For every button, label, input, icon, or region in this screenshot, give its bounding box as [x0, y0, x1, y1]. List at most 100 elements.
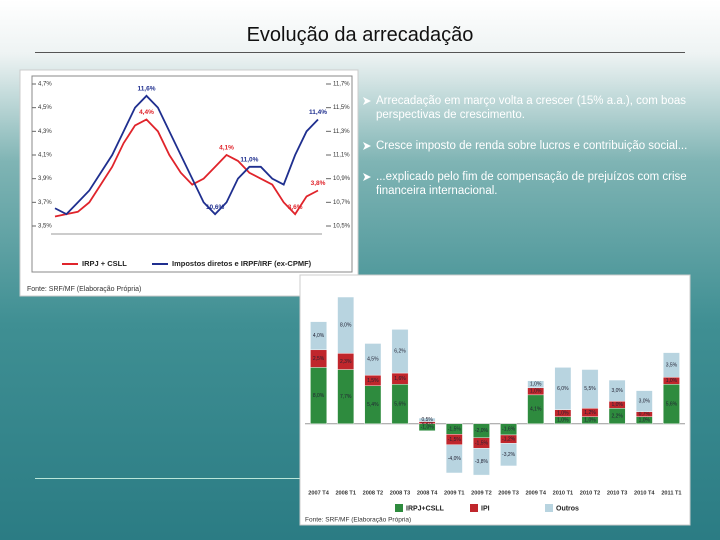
- bar-segment: [554, 367, 572, 410]
- data-label: 2,3%: [340, 359, 352, 365]
- bullet-list: Arrecadação em março volta a crescer (15…: [362, 94, 702, 215]
- data-label: 1,0%: [639, 418, 651, 424]
- data-label: 1,0%: [584, 418, 596, 424]
- x-tick-label: 2008 T3: [390, 490, 411, 496]
- bullet-text: ...explicado pelo fim de compensação de …: [376, 171, 687, 197]
- x-tick-label: 2009 T2: [471, 490, 492, 496]
- legend-label: IPI: [481, 505, 490, 512]
- x-tick-label: 2010 T3: [607, 490, 628, 496]
- y-tick-label: 3,9%: [38, 176, 52, 182]
- x-tick-label: 2007 T4: [308, 490, 329, 496]
- data-label: 3,0%: [639, 399, 651, 405]
- data-label: -4,0%: [448, 456, 462, 462]
- y2-tick-label: 10,9%: [333, 176, 351, 182]
- y-tick-label: 4,1%: [38, 153, 52, 159]
- data-label: 1,0%: [530, 382, 542, 388]
- data-label: -3,2%: [502, 452, 516, 458]
- bullet: Cresce imposto de renda sobre lucros e c…: [362, 139, 702, 153]
- y2-tick-label: 11,3%: [333, 129, 350, 135]
- y-tick-label: 3,5%: [38, 224, 52, 230]
- bar-segment: [581, 369, 599, 409]
- data-label: 3,5%: [666, 362, 678, 368]
- bar-segment: [310, 321, 327, 351]
- bar-segment: [418, 417, 436, 422]
- data-label: 1,5%: [367, 378, 379, 384]
- y2-tick-label: 11,5%: [333, 105, 350, 111]
- bullet-text: Arrecadação em março volta a crescer (15…: [376, 95, 686, 121]
- data-label: 4,0%: [313, 333, 325, 339]
- y-tick-label: 4,5%: [38, 105, 52, 111]
- data-label: -1,5%: [448, 437, 462, 443]
- title-rule: [35, 52, 685, 53]
- x-tick-label: 2009 T4: [525, 490, 546, 496]
- bar-segment: [473, 448, 490, 476]
- y-tick-label: 4,3%: [38, 129, 52, 135]
- bullet: ...explicado pelo fim de compensação de …: [362, 170, 702, 198]
- bar-segment: [635, 390, 653, 412]
- data-label: 2,2%: [611, 413, 623, 419]
- data-label: 0,3%: [421, 420, 433, 426]
- bar-segment: [391, 329, 409, 374]
- data-label: 1,0%: [666, 378, 678, 384]
- legend-swatch: [470, 504, 478, 512]
- bar-segment: [364, 343, 382, 376]
- data-label: -1,0%: [421, 425, 435, 431]
- legend-label: Impostos diretos e IRPF/IRF (ex-CPMF): [172, 259, 312, 268]
- data-label: 0,7%: [639, 412, 651, 418]
- data-label: 1,0%: [530, 389, 542, 395]
- bar-segment: [500, 443, 517, 467]
- data-label: 4,5%: [367, 357, 379, 363]
- bar-segment: [445, 444, 463, 474]
- data-label: 5,4%: [367, 402, 379, 408]
- series-line: [54, 118, 319, 218]
- x-tick-label: 2008 T4: [417, 490, 438, 496]
- data-label: -1,2%: [502, 437, 516, 443]
- data-label: 5,6%: [666, 401, 678, 407]
- x-tick-label: 2011 T1: [661, 490, 681, 496]
- series-line: [54, 94, 319, 216]
- y2-tick-label: 10,7%: [333, 200, 351, 206]
- data-label: 0,5%: [421, 417, 433, 423]
- data-label: 11,0%: [240, 157, 258, 164]
- data-label: 10,6%: [206, 204, 225, 211]
- chart-frame: [299, 274, 691, 526]
- bullet-arrow: [363, 97, 371, 105]
- data-label: -2,0%: [475, 428, 489, 434]
- bullet-arrow: [363, 173, 371, 181]
- y2-tick-label: 11,7%: [333, 82, 350, 88]
- data-label: 11,4%: [309, 109, 327, 116]
- x-tick-label: 2010 T2: [580, 490, 601, 496]
- x-tick-label: 2008 T2: [363, 490, 384, 496]
- y2-tick-label: 11,1%: [333, 153, 350, 159]
- bar-segment: [337, 296, 355, 354]
- y-tick-label: 4,7%: [38, 82, 52, 88]
- data-label: 5,5%: [584, 386, 596, 392]
- y-tick-label: 3,7%: [38, 200, 52, 206]
- bar-segment: [663, 352, 680, 378]
- data-label: 11,6%: [137, 86, 155, 93]
- data-label: -1,5%: [448, 426, 462, 432]
- data-label: 6,0%: [557, 386, 569, 392]
- data-label: 4,4%: [139, 109, 154, 116]
- data-label: -1,6%: [502, 427, 516, 433]
- source: Fonte: SRF/MF (Elaboração Própria): [305, 517, 411, 524]
- data-label: 1,0%: [557, 418, 569, 424]
- legend-label: IRPJ+CSLL: [406, 505, 445, 512]
- data-label: -1,5%: [475, 440, 489, 446]
- data-label: 3,8%: [311, 180, 326, 187]
- x-tick-label: 2009 T1: [444, 490, 465, 496]
- source: Fonte: SRF/MF (Elaboração Própria): [27, 286, 141, 293]
- data-label: 4,1%: [530, 407, 542, 413]
- slide-title: Evolução da arrecadação: [246, 24, 474, 46]
- plot-frame: [31, 75, 353, 273]
- x-tick-label: 2010 T4: [634, 490, 655, 496]
- data-label: 8,0%: [340, 323, 352, 329]
- data-label: 2,5%: [313, 356, 325, 362]
- legend-label: IRPJ + CSLL: [82, 259, 127, 268]
- legend-swatch: [395, 504, 403, 512]
- legend-swatch: [545, 504, 553, 512]
- data-label: 1,0%: [611, 402, 623, 408]
- x-tick-label: 2008 T1: [335, 490, 356, 496]
